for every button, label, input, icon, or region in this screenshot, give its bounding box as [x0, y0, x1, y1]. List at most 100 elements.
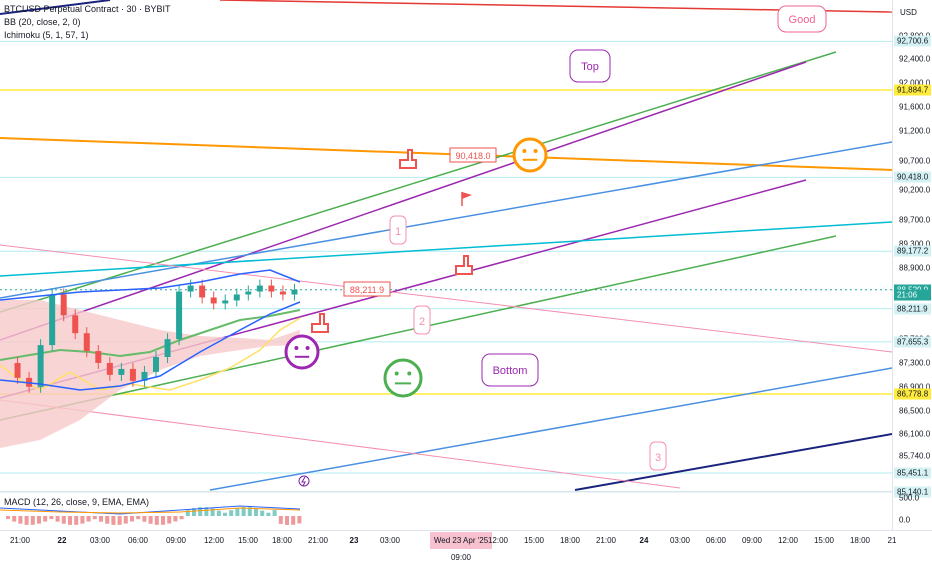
price-tick: 86,500.0 [899, 406, 931, 416]
macd-bar [173, 516, 178, 522]
macd-bar [223, 512, 227, 516]
bottom-callout-text: Bottom [493, 365, 528, 377]
price-tick: 89,300.0 [899, 239, 931, 249]
price-tag: 90,418.0 [894, 171, 931, 183]
bb-lower [0, 301, 301, 391]
macd-bar [210, 508, 215, 516]
macd-legend[interactable]: MACD (12, 26, close, 9, EMA, EMA) [4, 497, 150, 507]
neutral-face-icon-eye [294, 346, 299, 350]
bb-legend[interactable]: BB (20, close, 2, 0) [4, 17, 81, 27]
macd-bar [111, 516, 116, 525]
macd-bar [247, 507, 252, 516]
time-cursor-label: Wed 23 Apr '25 09:00 [430, 532, 492, 562]
top-callout-text: Top [581, 61, 599, 73]
time-label: 18:00 [849, 536, 871, 545]
drawings-layer [0, 0, 892, 493]
price-tick: 90,200.0 [899, 185, 931, 195]
wave-label-2-frame [413, 305, 431, 335]
macd-bar [266, 512, 271, 516]
neutral-face-icon-eye [305, 346, 310, 350]
macd-bar [179, 516, 184, 520]
macd-bar [235, 508, 240, 516]
cyan-trendline [0, 221, 892, 277]
annotation-icons: Good Top Bottom 90,418.0 88,211.9 1 2 3 [284, 5, 827, 487]
macd-bar [68, 516, 72, 525]
time-label: 23 [349, 536, 359, 545]
time-label: 12:00 [203, 536, 225, 545]
macd-bar [229, 510, 234, 516]
macd-bar [260, 510, 265, 516]
wave-label-2-text: 2 [419, 316, 425, 328]
neutral-face-icon-outline [284, 334, 320, 370]
macd-bar [74, 516, 79, 525]
candle-body [49, 294, 56, 346]
neutral-face-icon [284, 334, 320, 370]
price-tick: 86,900.0 [899, 382, 931, 392]
macd-bar [192, 508, 196, 516]
macd-bar [6, 516, 10, 519]
pointing-hand-icon-shape [399, 149, 417, 169]
price-tick: 91,200.0 [899, 126, 931, 136]
candle-body [129, 368, 136, 381]
time-label: 09:00 [741, 536, 763, 545]
time-label: 06:00 [705, 536, 727, 545]
macd-bar [241, 507, 246, 516]
candle-body [187, 285, 194, 292]
price-tag: 91,884.7 [894, 84, 931, 96]
candle-body [14, 362, 21, 378]
chart-canvas[interactable]: Good Top Bottom 90,418.0 88,211.9 1 2 3 [0, 0, 892, 530]
macd-bar [142, 516, 147, 522]
price-label-90418-frame [449, 147, 497, 163]
candle-body [245, 291, 252, 295]
wave-label-1: 1 [389, 215, 407, 245]
time-label: 06:00 [127, 536, 149, 545]
macd-bar [130, 516, 134, 522]
pointing-hand-icon-shape [455, 255, 473, 275]
wave-label-1-frame [389, 215, 407, 245]
smiley-top-icon-outline [512, 137, 548, 173]
time-axis[interactable]: Wed 23 Apr '25 09:00 21:00 22 03:00 06:00 09… [0, 530, 932, 562]
candle-body [291, 289, 298, 295]
macd-bar [272, 510, 277, 516]
candle-body [153, 357, 159, 372]
wave-label-3-frame [649, 441, 667, 471]
time-label: 21:00 [307, 536, 329, 545]
time-label: 12:00 [487, 536, 509, 545]
time-label: 21:00 [595, 536, 617, 545]
price-tick: 87,300.0 [899, 358, 931, 368]
candle-body [233, 294, 240, 301]
lightning-icon [298, 475, 310, 487]
candle-body [222, 300, 229, 304]
time-label: 12:00 [777, 536, 799, 545]
candle-body [141, 371, 148, 381]
pointing-hand-icon [399, 149, 417, 169]
bottom-callout-frame [481, 353, 539, 387]
ichimoku-legend[interactable]: Ichimoku (5, 1, 57, 1) [4, 30, 89, 40]
macd-bar [216, 510, 221, 516]
macd-bar [117, 516, 122, 525]
macd-signal-line [0, 507, 301, 514]
price-label-88211: 88,211.9 [343, 281, 391, 297]
smiley-bottom-icon-eye [394, 371, 399, 376]
price-tick: 88,900.0 [899, 263, 931, 273]
blue-trendline-lower [209, 367, 892, 491]
currency-label[interactable]: USD [900, 8, 917, 17]
lightning-shape [301, 476, 306, 487]
price-tick: 92,400.0 [899, 54, 931, 64]
price-tag: 88,211.9 [894, 303, 931, 315]
time-label: 18:00 [559, 536, 581, 545]
macd-bar [285, 516, 289, 525]
macd-bar [254, 508, 258, 516]
price-axis[interactable]: 92,800.0 92,400.0 92,000.0 91,600.0 91,200.0… [892, 0, 932, 530]
time-label: 09:00 [165, 536, 187, 545]
macd-bar [18, 516, 23, 524]
macd-bar [154, 516, 159, 525]
ichimoku-lagging-line [0, 317, 301, 391]
symbol-legend[interactable]: BTCUSD Perpetual Contract · 30 · BYBIT [4, 4, 171, 14]
candle-body [106, 362, 113, 375]
pointing-hand-icon-shape [311, 313, 329, 333]
time-label: 03:00 [379, 536, 401, 545]
pointing-hand-icon [311, 313, 329, 333]
price-tag: 85,451.1 [894, 467, 931, 479]
orange-trendline [0, 137, 892, 171]
